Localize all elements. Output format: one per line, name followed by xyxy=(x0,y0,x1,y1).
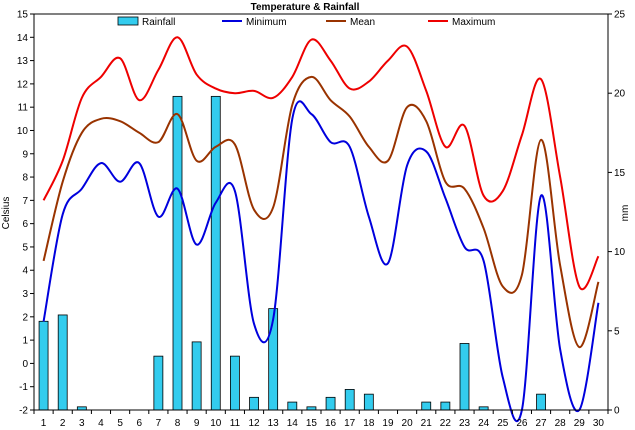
y-left-tick-label: 3 xyxy=(22,289,28,300)
x-tick-label: 8 xyxy=(175,418,181,429)
y-axis-right-label: mm xyxy=(620,205,631,222)
rainfall-bar xyxy=(287,401,298,411)
x-tick-label: 15 xyxy=(306,418,318,429)
x-tick-label: 5 xyxy=(117,418,123,429)
rainfall-bar xyxy=(536,393,546,411)
y-left-tick-label: 2 xyxy=(22,312,28,323)
x-tick-label: 11 xyxy=(230,418,241,429)
x-tick-label: 20 xyxy=(402,418,414,429)
x-tick-label: 6 xyxy=(136,418,142,429)
plot-frame xyxy=(33,13,609,411)
rainfall-bar xyxy=(153,355,164,411)
rainfall-bar xyxy=(440,401,451,411)
legend-label-minimum: Minimum xyxy=(246,17,287,28)
x-tick-label: 1 xyxy=(41,418,47,429)
y-left-tick-label: 1 xyxy=(22,336,28,347)
y-right-tick-label: 5 xyxy=(614,326,620,337)
rainfall-bar xyxy=(421,401,432,411)
x-tick-label: 4 xyxy=(98,418,104,429)
rainfall-bar xyxy=(249,396,259,411)
rainfall-bar xyxy=(459,343,470,411)
y-right-tick-label: 25 xyxy=(614,10,626,21)
y-left-tick-label: 9 xyxy=(22,149,28,160)
series-line-minimum xyxy=(42,100,600,423)
rainfall-bar xyxy=(229,355,240,411)
y-left-tick-label: -1 xyxy=(19,382,28,393)
legend: Rainfall Minimum Mean Maximum xyxy=(117,16,495,28)
y-left-tick-label: 8 xyxy=(22,173,28,184)
rainfall-bar xyxy=(38,320,49,411)
rainfall-bar xyxy=(210,95,221,411)
legend-label-rainfall: Rainfall xyxy=(142,17,175,28)
x-tick-label: 18 xyxy=(363,418,375,429)
x-tick-label: 29 xyxy=(574,418,586,429)
y-left-tick-label: 0 xyxy=(22,359,28,370)
x-tick-label: 7 xyxy=(156,418,162,429)
y-right-tick-label: 0 xyxy=(614,406,620,417)
y-left-tick-label: 12 xyxy=(17,79,29,90)
legend-swatch-rainfall xyxy=(117,16,139,26)
legend-label-mean: Mean xyxy=(350,17,375,28)
x-tick-label: 10 xyxy=(210,418,222,429)
y-left-tick-label: 7 xyxy=(22,196,28,207)
y-right-tick-label: 15 xyxy=(614,168,626,179)
x-tick-label: 26 xyxy=(516,418,528,429)
x-tick-label: 19 xyxy=(382,418,394,429)
series-line-mean xyxy=(42,75,600,349)
series-line-maximum xyxy=(42,36,600,291)
y-left-tick-label: 14 xyxy=(17,33,29,44)
x-tick-label: 17 xyxy=(344,418,356,429)
y-right-tick-label: 10 xyxy=(614,247,626,258)
rainfall-bar xyxy=(191,341,202,411)
y-left-tick-label: 10 xyxy=(17,126,29,137)
x-tick-label: 13 xyxy=(268,418,280,429)
x-tick-label: 9 xyxy=(194,418,200,429)
x-tick-label: 30 xyxy=(593,418,605,429)
x-tick-label: 27 xyxy=(535,418,547,429)
x-tick-label: 3 xyxy=(79,418,85,429)
rainfall-bar xyxy=(172,95,183,411)
y-right-tick-label: 20 xyxy=(614,89,626,100)
x-tick-label: 21 xyxy=(421,418,433,429)
y-axis-left-label: Celsius xyxy=(1,197,12,230)
x-tick-label: 2 xyxy=(60,418,66,429)
y-left-tick-label: -2 xyxy=(19,406,28,417)
rainfall-bar xyxy=(57,314,68,411)
x-tick-label: 25 xyxy=(497,418,509,429)
rainfall-bar xyxy=(363,393,374,411)
rainfall-bar xyxy=(344,389,355,411)
x-tick-label: 16 xyxy=(325,418,337,429)
temperature-lines xyxy=(42,36,600,423)
x-tick-label: 14 xyxy=(287,418,299,429)
x-tick-label: 23 xyxy=(459,418,471,429)
y-left-tick-label: 15 xyxy=(17,10,29,21)
y-left-tick-label: 11 xyxy=(18,103,29,114)
chart-title: Temperature & Rainfall xyxy=(251,2,360,13)
x-tick-label: 28 xyxy=(555,418,567,429)
rainfall-bar xyxy=(325,396,336,411)
y-left-tick-label: 4 xyxy=(22,266,28,277)
legend-label-maximum: Maximum xyxy=(452,17,495,28)
x-tick-label: 22 xyxy=(440,418,452,429)
x-tick-label: 12 xyxy=(248,418,260,429)
x-tick-label: 24 xyxy=(478,418,490,429)
y-left-tick-label: 13 xyxy=(17,56,29,67)
y-left-tick-label: 5 xyxy=(22,242,28,253)
y-left-tick-label: 6 xyxy=(22,219,28,230)
